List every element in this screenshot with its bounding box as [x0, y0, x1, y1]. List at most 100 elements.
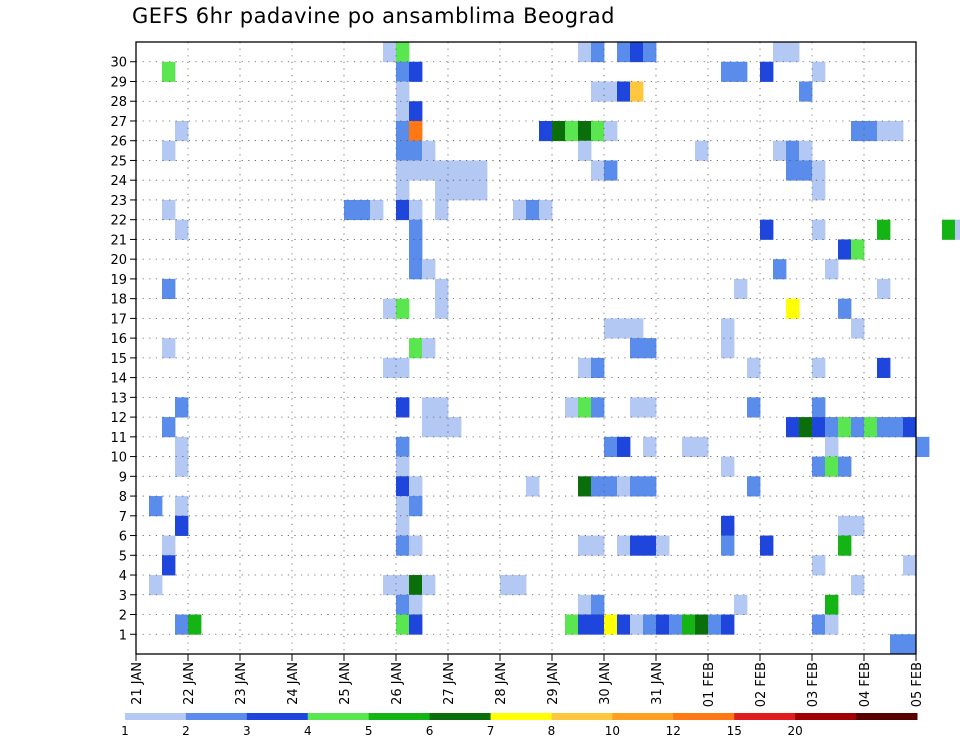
y-tick-label: 12	[110, 411, 127, 426]
heatmap-cell	[513, 199, 527, 221]
heatmap-cell	[422, 417, 436, 438]
heatmap-cell	[903, 634, 917, 655]
heatmap-cell	[422, 338, 436, 359]
heatmap-cell	[877, 278, 891, 300]
heatmap-cell	[890, 417, 904, 438]
heatmap-cell	[409, 120, 423, 142]
heatmap-cell	[955, 219, 960, 240]
heatmap-cell	[435, 397, 449, 418]
heatmap-cell	[838, 298, 852, 319]
heatmap-cell	[396, 42, 410, 63]
heatmap-cell	[773, 140, 787, 161]
heatmap-cell	[825, 436, 839, 457]
heatmap-cell	[591, 81, 605, 102]
heatmap-cell	[656, 535, 670, 556]
heatmap-cell	[409, 140, 423, 161]
y-tick-label: 10	[110, 451, 127, 466]
heatmap-cell	[721, 515, 735, 536]
colorbar-segment	[185, 713, 248, 720]
x-tick-label: 27 JAN	[442, 662, 457, 705]
heatmap-cell	[617, 476, 631, 497]
heatmap-cell	[617, 42, 631, 63]
heatmap-cell	[721, 61, 735, 82]
heatmap-cell	[396, 120, 410, 142]
heatmap-cell	[175, 436, 189, 457]
heatmap-cell	[396, 496, 410, 517]
heatmap-cell	[162, 61, 176, 82]
heatmap-cell	[175, 496, 189, 517]
heatmap-cell	[877, 417, 891, 438]
x-tick-label: 03 FEB	[806, 662, 821, 707]
heatmap-cell	[149, 575, 163, 596]
y-tick-label: 17	[110, 312, 127, 327]
heatmap-cell	[812, 555, 826, 576]
heatmap-cell	[851, 318, 865, 339]
heatmap-cell	[539, 120, 553, 142]
colorbar-segment	[551, 713, 613, 720]
heatmap-cell	[435, 278, 449, 300]
heatmap-cell	[409, 219, 423, 240]
heatmap-cell	[162, 140, 176, 161]
y-tick-label: 22	[110, 214, 127, 229]
heatmap-cell	[474, 180, 488, 201]
heatmap-cell	[773, 259, 787, 280]
heatmap-cell	[162, 199, 176, 221]
heatmap-cell	[812, 357, 826, 379]
heatmap-cell	[422, 160, 436, 181]
heatmap-cell	[786, 160, 800, 181]
heatmap-cell	[383, 575, 397, 596]
heatmap-cell	[734, 278, 748, 300]
y-tick-label: 21	[110, 233, 127, 248]
colorbar-label: 1	[121, 724, 129, 738]
y-tick-label: 23	[110, 194, 127, 209]
heatmap-cell	[630, 476, 644, 497]
heatmap-cell	[370, 199, 384, 221]
heatmap-cell	[578, 594, 592, 615]
x-tick-label: 23 JAN	[234, 662, 249, 705]
heatmap-cell	[617, 614, 631, 635]
heatmap-cell	[786, 140, 800, 161]
heatmap-cell	[578, 42, 592, 63]
heatmap-cell	[409, 535, 423, 556]
heatmap-cell	[617, 535, 631, 556]
y-tick-label: 15	[110, 352, 127, 367]
heatmap-cell	[864, 417, 878, 438]
heatmap-cell	[643, 476, 657, 497]
heatmap-cell	[409, 496, 423, 517]
heatmap-cell	[721, 535, 735, 556]
x-tick-label: 05 FEB	[910, 662, 925, 707]
heatmap-cell	[175, 397, 189, 418]
heatmap-cell	[396, 199, 410, 221]
heatmap-cell	[721, 456, 735, 477]
heatmap-cell	[591, 160, 605, 181]
heatmap-cell	[643, 614, 657, 635]
x-tick-label: 31 JAN	[650, 662, 665, 705]
heatmap-cell	[396, 575, 410, 596]
y-tick-label: 3	[119, 589, 127, 604]
colorbar-label: 8	[548, 724, 556, 738]
heatmap-cell	[162, 417, 176, 438]
heatmap-cell	[760, 219, 774, 240]
x-tick-label: 25 JAN	[338, 662, 353, 705]
colorbar-label: 15	[727, 724, 742, 738]
y-tick-label: 28	[110, 95, 127, 110]
y-tick-label: 5	[119, 549, 127, 564]
heatmap-cell	[604, 436, 618, 457]
y-tick-label: 18	[110, 293, 127, 308]
colorbar-segment	[246, 713, 309, 720]
heatmap-cell	[409, 259, 423, 280]
heatmap-cell	[942, 219, 956, 240]
heatmap-cell	[656, 614, 670, 635]
y-tick-label: 6	[119, 530, 127, 545]
y-tick-label: 8	[119, 490, 127, 505]
heatmap-cell	[838, 535, 852, 556]
heatmap-cell	[630, 318, 644, 339]
y-tick-label: 24	[110, 174, 127, 189]
heatmap-cell	[409, 61, 423, 82]
heatmap-cell	[396, 298, 410, 319]
heatmap-cell	[630, 81, 644, 102]
heatmap-cell	[864, 120, 878, 142]
heatmap-cell	[643, 535, 657, 556]
heatmap-cell	[812, 180, 826, 201]
colorbar-segment	[368, 713, 431, 720]
